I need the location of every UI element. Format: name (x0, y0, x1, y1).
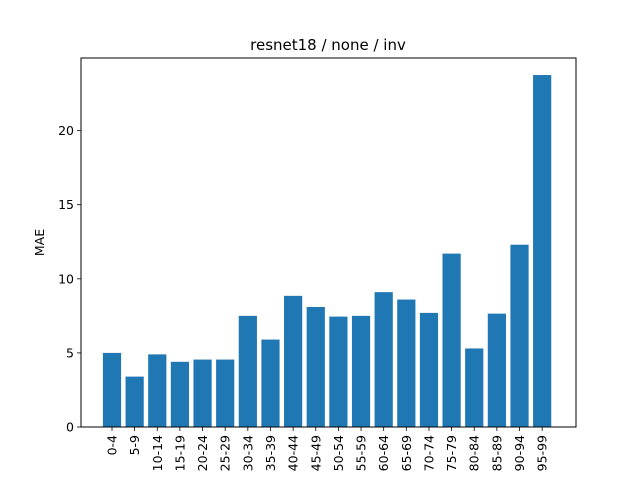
bar-40-44 (284, 295, 303, 427)
x-tick-label: 40-44 (286, 435, 301, 471)
y-tick-label: 15 (58, 197, 74, 212)
x-tick-label: 55-59 (354, 435, 369, 471)
bar-75-79 (442, 253, 461, 427)
x-tick-label: 35-39 (263, 435, 278, 471)
x-tick-label: 75-79 (444, 435, 459, 471)
chart-title: resnet18 / none / inv (250, 36, 406, 54)
bar-55-59 (351, 315, 371, 427)
bar-45-49 (306, 306, 325, 427)
y-tick-label: 0 (66, 420, 74, 435)
bar-65-69 (397, 299, 416, 427)
y-axis-label: MAE (32, 229, 47, 256)
bar-85-89 (487, 313, 506, 427)
bar-70-74 (419, 312, 439, 427)
bar-80-84 (465, 348, 484, 427)
bar-90-94 (510, 244, 529, 427)
x-tick-label: 5-9 (127, 435, 142, 455)
x-tick-label: 85-89 (489, 435, 504, 471)
bars-group (102, 75, 552, 427)
x-tick-label: 80-84 (467, 435, 482, 471)
bar-10-14 (148, 354, 167, 427)
y-tick-label: 10 (58, 271, 74, 286)
x-tick-label: 10-14 (150, 435, 165, 471)
y-axis: 0 5 10 15 20 (58, 123, 81, 435)
x-tick-label: 50-54 (331, 435, 346, 471)
x-tick-label: 20-24 (195, 435, 210, 471)
x-tick-label: 65-69 (399, 435, 414, 471)
x-tick-label: 30-34 (240, 435, 255, 471)
x-tick-label: 25-29 (218, 435, 233, 471)
bar-35-39 (261, 339, 280, 427)
y-tick-label: 20 (58, 123, 74, 138)
x-tick-label: 95-99 (535, 435, 550, 471)
bar-30-34 (238, 315, 257, 427)
bar-5-9 (125, 376, 144, 427)
x-tick-label: 90-94 (512, 435, 527, 471)
bar-50-54 (329, 316, 348, 427)
x-tick-label: 15-19 (172, 435, 187, 471)
bar-25-29 (216, 359, 235, 427)
x-tick-label: 0-4 (105, 435, 120, 455)
bar-60-64 (374, 292, 393, 427)
bar-20-24 (193, 359, 212, 427)
bar-0-4 (102, 352, 122, 427)
y-tick-label: 5 (66, 345, 74, 360)
bar-95-99 (533, 75, 552, 427)
x-tick-label: 60-64 (376, 435, 391, 471)
x-axis: 0-4 5-9 10-14 15-19 20-24 25-29 30-34 35-39 40-4… (105, 427, 550, 471)
bar-15-19 (170, 361, 190, 427)
x-tick-label: 45-49 (308, 435, 323, 471)
x-tick-label: 70-74 (421, 435, 436, 471)
plot-frame (80, 57, 577, 428)
